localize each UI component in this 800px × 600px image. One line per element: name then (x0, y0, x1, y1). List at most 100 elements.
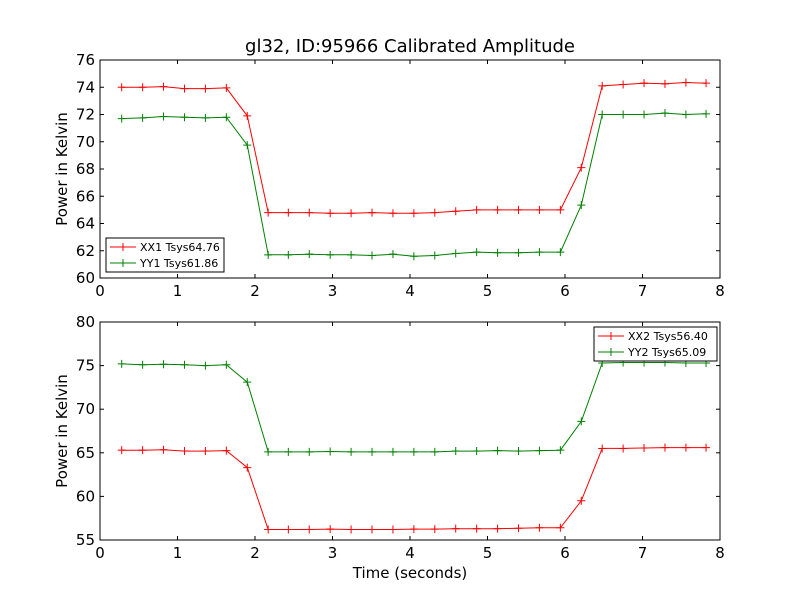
legend-box (105, 237, 225, 273)
data-point (284, 208, 293, 217)
data-point (222, 446, 231, 455)
data-point (472, 447, 481, 456)
y-tick-label: 55 (76, 531, 95, 549)
data-point (493, 524, 502, 533)
data-point (577, 163, 586, 172)
data-point (681, 443, 690, 452)
x-tick-label: 4 (405, 282, 415, 300)
x-axis-label: Time (seconds) (352, 564, 468, 582)
legend-entry: XX2 Tsys56.40 (628, 330, 708, 343)
data-point (264, 447, 273, 456)
legend-entry: XX1 Tsys64.76 (140, 241, 220, 254)
x-tick-label: 8 (715, 282, 725, 300)
data-point (556, 446, 565, 455)
y-tick-label: 60 (76, 487, 95, 505)
data-point (598, 110, 607, 119)
data-point (640, 79, 649, 88)
data-point (201, 447, 210, 456)
data-point (284, 447, 293, 456)
x-tick-label: 5 (483, 544, 493, 562)
chart-title: gl32, ID:95966 Calibrated Amplitude (245, 36, 575, 57)
data-point (640, 110, 649, 119)
data-point (305, 447, 314, 456)
data-point (451, 447, 460, 456)
y-tick-label: 76 (76, 51, 95, 69)
data-point (138, 83, 147, 92)
data-point (368, 208, 377, 217)
data-point (138, 360, 147, 369)
chart-panel-bottom: 0 1 2 3 4 5 6 7 8 55 60 65 70 75 80 Power in Kelvin Time… (53, 313, 725, 582)
data-point (264, 208, 273, 217)
data-point (702, 443, 711, 452)
y-tick-label: 68 (76, 160, 95, 178)
data-point (660, 79, 669, 88)
data-point (556, 205, 565, 214)
data-point (117, 114, 126, 123)
data-point (451, 207, 460, 216)
data-point (347, 209, 356, 218)
data-point (159, 82, 168, 91)
data-point (347, 525, 356, 534)
data-point (388, 250, 397, 259)
data-point (493, 205, 502, 214)
data-point (326, 525, 335, 534)
x-tick-label: 2 (250, 544, 260, 562)
data-point (326, 250, 335, 259)
data-point (556, 248, 565, 257)
y-tick-label: 70 (76, 400, 95, 418)
data-point (451, 524, 460, 533)
data-point (326, 447, 335, 456)
y-tick-label: 60 (76, 269, 95, 287)
y-tick-label: 80 (76, 313, 95, 331)
data-point (409, 209, 418, 218)
data-point (159, 112, 168, 121)
data-point (493, 248, 502, 257)
data-point (180, 113, 189, 122)
data-point (472, 205, 481, 214)
data-point (514, 524, 523, 533)
data-point (577, 417, 586, 426)
data-point (159, 360, 168, 369)
data-point (514, 205, 523, 214)
data-point (409, 525, 418, 534)
data-point (619, 444, 628, 453)
data-point (117, 359, 126, 368)
legend-box (593, 326, 718, 362)
data-point (702, 79, 711, 88)
data-point (243, 141, 252, 150)
x-tick-label: 1 (173, 544, 183, 562)
legend-entry: YY1 Tsys61.86 (139, 257, 218, 270)
data-point (388, 209, 397, 218)
data-point (514, 248, 523, 257)
data-point (535, 248, 544, 257)
y-tick-label: 66 (76, 187, 95, 205)
data-point (222, 113, 231, 122)
data-point (243, 378, 252, 387)
chart-panel-top: 0 1 2 3 4 5 6 7 8 60 62 64 66 68 70 72 74 76 gl32, ID:9596… (53, 36, 725, 300)
legend-marker (607, 332, 615, 340)
x-tick-label: 4 (405, 544, 415, 562)
data-point (472, 248, 481, 257)
y-tick-label: 72 (76, 106, 95, 124)
data-point (535, 523, 544, 532)
data-point (577, 201, 586, 210)
data-point (598, 444, 607, 453)
data-point (201, 361, 210, 370)
x-tick-label: 3 (328, 544, 338, 562)
data-point (388, 447, 397, 456)
data-point (368, 525, 377, 534)
data-point (619, 110, 628, 119)
data-point (222, 360, 231, 369)
data-point (640, 444, 649, 453)
data-point (117, 83, 126, 92)
x-tick-label: 6 (560, 282, 570, 300)
data-point (347, 250, 356, 259)
x-tick-label: 3 (328, 282, 338, 300)
data-point (619, 80, 628, 89)
legend-marker (119, 259, 127, 267)
legend-entry: YY2 Tsys65.09 (627, 346, 706, 359)
y-tick-label: 65 (76, 444, 95, 462)
x-tick-label: 7 (638, 544, 648, 562)
x-tick-label: 0 (95, 282, 105, 300)
x-tick-label: 6 (560, 544, 570, 562)
